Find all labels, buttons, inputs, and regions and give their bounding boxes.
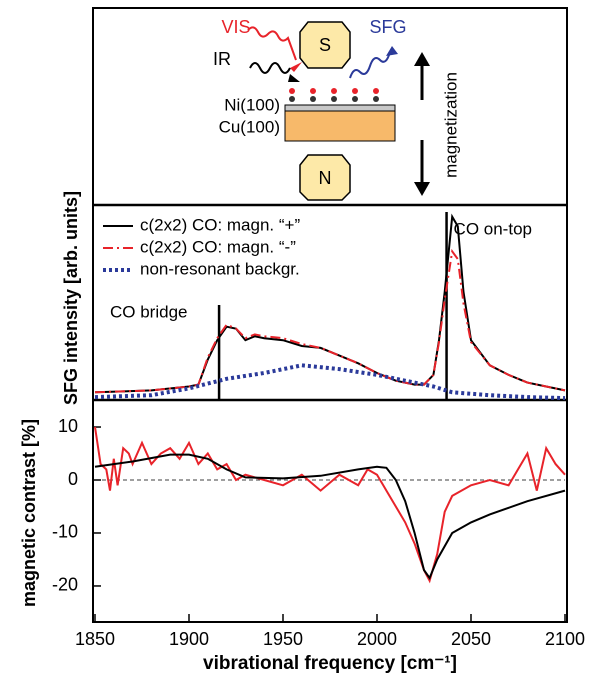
- y-tick-label: 10: [58, 416, 78, 436]
- x-tick-label: 2000: [357, 629, 397, 649]
- y-axis-label: SFG intensity [arb. units]: [61, 191, 81, 405]
- arrow-head: [290, 62, 302, 72]
- annotation: CO bridge: [110, 302, 187, 321]
- label: VIS: [221, 17, 250, 37]
- legend-label: c(2x2) CO: magn. “+”: [140, 215, 300, 234]
- arrow-head: [288, 74, 300, 82]
- arrow-head: [386, 46, 398, 56]
- label: magnetization: [441, 72, 460, 178]
- data-line: [94, 426, 566, 584]
- label: N: [319, 168, 332, 188]
- cu-crystal: [284, 110, 396, 142]
- magnet-pole: [299, 154, 351, 201]
- y-axis-label: magnetic contrast [%]: [19, 419, 39, 607]
- ni-layer: [284, 104, 396, 112]
- data-line: [94, 363, 566, 401]
- adsorbates: [289, 88, 379, 102]
- arrow-head: [414, 182, 430, 196]
- vis-beam: [247, 26, 297, 61]
- annotation: CO on-top: [454, 219, 532, 238]
- magnet-pole: [299, 21, 351, 69]
- data-line: [94, 248, 566, 394]
- y-tick-label: -20: [52, 575, 78, 595]
- y-tick-label: -10: [52, 522, 78, 542]
- x-tick-label: 2050: [451, 629, 491, 649]
- x-axis-label: vibrational frequency [cm⁻¹]: [203, 653, 457, 674]
- frame: [92, 7, 568, 623]
- ir-beam: [249, 62, 291, 74]
- legend-label: c(2x2) CO: magn. “-”: [140, 237, 296, 256]
- data-line: [94, 453, 566, 581]
- label: IR: [213, 49, 231, 69]
- label: SFG: [369, 17, 406, 37]
- x-tick-label: 1850: [75, 629, 115, 649]
- schematic: VIS IR SFG S N Ni(100) Cu(100) magnetiza…: [213, 17, 460, 201]
- label: S: [319, 35, 331, 55]
- y-tick-label: 0: [68, 469, 78, 489]
- arrow-head: [414, 52, 430, 66]
- x-tick-label: 2100: [545, 629, 585, 649]
- legend-label: non-resonant backgr.: [140, 259, 300, 278]
- x-tick-label: 1900: [169, 629, 209, 649]
- label: Cu(100): [219, 117, 280, 136]
- label: Ni(100): [224, 95, 280, 114]
- x-tick-label: 1950: [263, 629, 303, 649]
- sfg-beam: [349, 51, 391, 79]
